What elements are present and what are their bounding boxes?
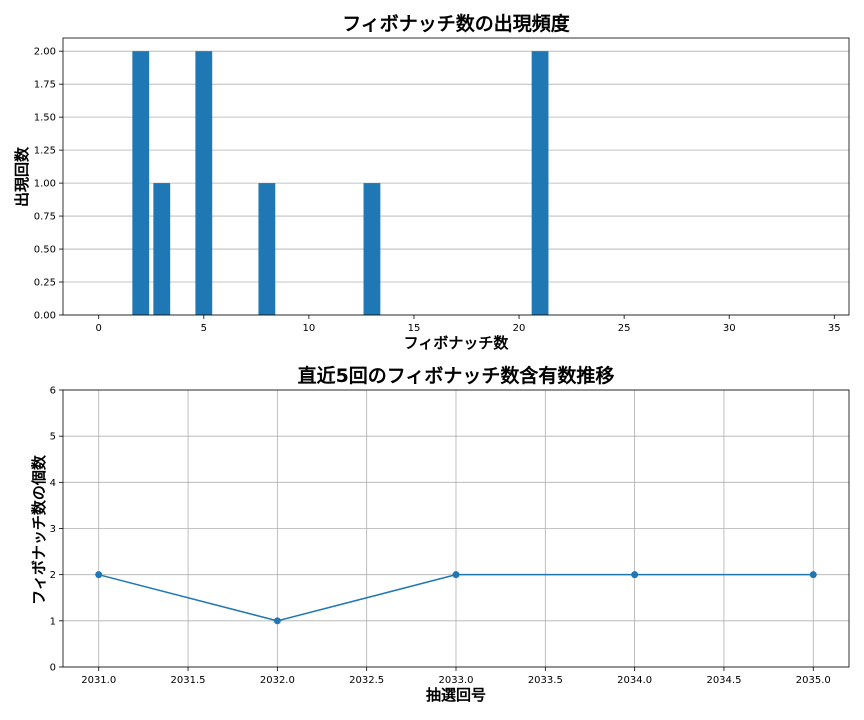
bar-chart-y-tick-label: 1.50 — [34, 113, 56, 124]
line-chart-y-tick-label: 0 — [50, 663, 56, 674]
line-chart-x-label: 抽選回号 — [426, 686, 486, 704]
bar — [132, 51, 150, 315]
line-chart-x-ticks: 2031.0 2031.5 2032.0 2032.5 2033.0 2033.5 2034… — [81, 667, 831, 686]
bar-chart-x-tick-label: 25 — [618, 323, 631, 334]
line-chart-x-tick-label: 2031.5 — [171, 675, 206, 686]
bar-chart-y-tick-label: 0.50 — [34, 245, 56, 256]
line-chart-x-tick-label: 2032.0 — [260, 675, 295, 686]
line-chart-y-tick-label: 1 — [50, 616, 56, 627]
bar — [531, 51, 549, 315]
data-point — [452, 571, 460, 579]
line-chart-x-tick-label: 2034.5 — [706, 675, 741, 686]
bar — [153, 183, 171, 315]
data-point — [95, 571, 103, 579]
line-chart-y-tick-label: 2 — [50, 570, 56, 581]
bar-chart: フィボナッチ数の出現頻度 0 5 10 15 20 25 30 35 0.00 0.25 0.50… — [13, 12, 850, 352]
line-chart-y-tick-label: 6 — [50, 386, 56, 397]
bar-chart-x-tick-label: 35 — [828, 323, 841, 334]
line-chart-y-tick-label: 4 — [50, 478, 56, 489]
bar-chart-y-tick-label: 0.00 — [34, 311, 56, 322]
bar-chart-y-tick-label: 0.25 — [34, 278, 56, 289]
line-chart-title: 直近5回のフィボナッチ数含有数推移 — [298, 364, 615, 387]
line-chart-x-tick-label: 2033.0 — [439, 675, 474, 686]
data-point — [273, 617, 281, 625]
line-chart: 直近5回のフィボナッチ数含有数推移 2031.0 2031.5 2032.0 2032… — [30, 364, 850, 704]
line-chart-x-tick-label: 2032.5 — [349, 675, 384, 686]
data-point — [631, 571, 639, 579]
bar-chart-y-tick-label: 1.00 — [34, 179, 56, 190]
bar-chart-x-label: フィボナッチ数 — [404, 334, 510, 352]
line-chart-x-tick-label: 2034.0 — [617, 675, 652, 686]
bar-chart-x-tick-label: 20 — [513, 323, 526, 334]
bar-chart-y-tick-label: 1.75 — [34, 80, 56, 91]
bar — [195, 51, 213, 315]
bar-chart-x-tick-label: 5 — [201, 323, 207, 334]
bar-chart-bars — [132, 51, 549, 315]
data-point — [809, 571, 817, 579]
line-chart-y-ticks: 0 1 2 3 4 5 6 — [50, 386, 63, 674]
bar-chart-title: フィボナッチ数の出現頻度 — [342, 12, 571, 35]
line-chart-grid — [63, 389, 849, 668]
bar-chart-frame — [62, 37, 850, 316]
line-chart-x-tick-label: 2031.0 — [81, 675, 116, 686]
bar-chart-x-tick-label: 10 — [303, 323, 316, 334]
bar — [258, 183, 276, 315]
bar-chart-y-tick-label: 1.25 — [34, 146, 56, 157]
bar-chart-y-ticks: 0.00 0.25 0.50 0.75 1.00 1.25 1.50 1.75 2.00 — [34, 47, 63, 322]
bar-chart-x-tick-label: 30 — [723, 323, 736, 334]
line-chart-y-label: フィボナッチ数の個数 — [30, 454, 48, 605]
line-chart-y-tick-label: 5 — [50, 432, 56, 443]
bar-chart-x-ticks: 0 5 10 15 20 25 30 35 — [96, 315, 841, 334]
line-chart-x-tick-label: 2035.0 — [796, 675, 831, 686]
line-chart-y-tick-label: 3 — [50, 524, 56, 535]
line-chart-series — [95, 571, 817, 625]
bar-chart-grid — [63, 50, 849, 316]
bar-chart-y-tick-label: 2.00 — [34, 47, 56, 58]
bar-chart-y-tick-label: 0.75 — [34, 212, 56, 223]
bar-chart-x-tick-label: 0 — [96, 323, 102, 334]
bar-chart-x-tick-label: 15 — [408, 323, 421, 334]
bar — [363, 183, 381, 315]
bar-chart-y-label: 出現回数 — [13, 146, 31, 207]
line-chart-x-tick-label: 2033.5 — [528, 675, 563, 686]
